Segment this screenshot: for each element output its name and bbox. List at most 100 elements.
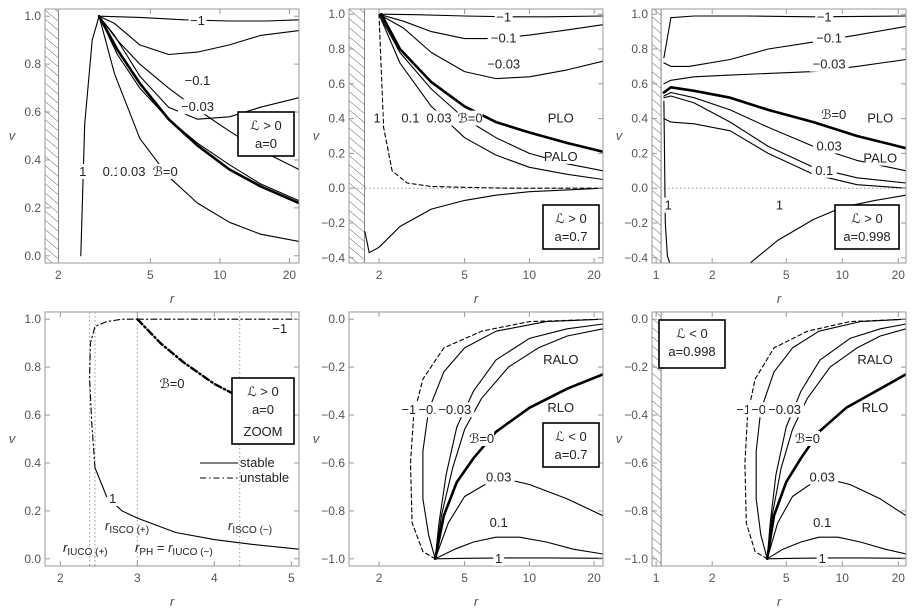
x-tick-label: 20 [283,268,297,282]
x-tick-label: 1 [653,571,660,585]
series-line-2 [755,318,906,560]
x-tick-label: 20 [587,268,601,282]
annotation-bg [859,351,892,367]
annotation-bg [544,148,577,164]
panel-6: −1.0 −0.8 −0.6 −0.4 −0.2 0.0 1 2 5 10 20 r v RALO RLO −… [616,311,907,609]
x-tick-label: 5 [461,268,468,282]
y-tick-label: 0.8 [328,42,345,56]
annotation-bg [457,110,483,126]
legend-box-line2: a=0.7 [555,229,588,244]
curve-label: 0.1 [813,515,831,530]
y-tick-label: 0.0 [328,312,345,326]
y-tick-label: 0.2 [328,146,345,160]
legend-box-line1: ℒ > 0 [555,211,586,226]
r-subscript: IUCO (+) [67,547,107,558]
curve-label: 0.03 [426,111,451,126]
curve-label: ℬ=0 [458,111,483,126]
curve-label: 1 [819,551,826,566]
y-tick-label: −1.0 [321,552,345,566]
y-tick-label: −0.6 [624,456,648,470]
curve-label: −0.1 [816,31,842,46]
y-tick-label: 0.6 [631,77,648,91]
curve-label: 1 [776,198,783,213]
legend-box-line1: ℒ > 0 [250,118,281,133]
y-tick-label: 0.0 [328,181,345,195]
curve-label: 1 [665,198,672,213]
r-subscript: ISCO (+) [109,525,149,536]
series-line-3 [766,323,906,560]
x-axis-label: r [170,594,175,609]
r-subscript: ISCO (−) [232,525,272,536]
y-tick-label: −0.4 [321,251,345,265]
annotation-bg [662,197,674,213]
annotation-bg [181,72,214,88]
x-tick-label: 2 [709,571,716,585]
r-symbol: r [168,540,173,555]
annotation-bg [806,469,839,485]
legend-box-line2: a=0.998 [668,344,715,359]
label-r-ph: rPH = rIUCO (−) [135,540,213,558]
series-line-6 [662,86,906,150]
curve-label: 0.1 [815,163,833,178]
annotation-bg [862,399,888,415]
legend-box-line2: a=0 [252,402,274,417]
y-tick-label: −0.8 [624,504,648,518]
x-tick-label: 5 [288,571,295,585]
curve-label: 0.03 [816,138,841,153]
annotation-bg [821,107,847,123]
plot-frame [44,311,300,567]
annotation-bg [469,431,495,446]
series-line-5 [663,58,906,85]
series-group [662,15,906,263]
series-line-7 [663,91,906,172]
annotation-bg [177,99,217,115]
curve-label: −0.03 [438,402,471,417]
legend-box [542,422,600,468]
curve-label: 0.1 [103,164,121,179]
annotation-bg [867,110,893,126]
series-line-4 [136,318,239,398]
series-group [744,318,906,561]
curve-label: ℬ=0 [159,376,184,391]
legend-box [231,377,295,445]
x-tick-label: 4 [211,571,218,585]
series-line-8 [766,557,906,560]
series-line-9 [663,118,906,189]
series-line-4 [97,14,299,205]
annotation-bg [813,138,846,154]
r-symbol: r [228,518,233,533]
x-tick-label: 2 [376,268,383,282]
y-tick-label: 0.6 [24,408,41,422]
x-tick-label: 3 [134,571,141,585]
series-line-1 [744,318,906,560]
curve-label: 1 [495,551,502,566]
r-symbol: r [105,518,110,533]
curve-label: 0.1 [401,111,419,126]
y-tick-label: 1.0 [24,9,41,23]
x-tick-label: 2 [57,571,64,585]
x-tick-label: 2 [709,268,716,282]
r-symbol: r [63,540,68,555]
x-tick-label: 2 [376,571,383,585]
y-tick-label: 0.4 [328,112,345,126]
annotation-bg [77,163,89,179]
curve-label: ℬ=0 [821,107,846,122]
legend-box-line1: ℒ > 0 [851,211,882,226]
legend-stable-label: stable [240,455,275,470]
y-tick-label: −0.2 [321,216,345,230]
annotation-bg [397,110,423,126]
x-tick-label: 5 [147,268,154,282]
x-tick-label: 20 [587,571,601,585]
y-tick-label: 0.0 [631,181,648,195]
x-tick-label: 10 [836,571,850,585]
legend-box [237,111,295,157]
annotation-bg [482,469,515,485]
y-tick-label: 0.4 [24,456,41,470]
y-tick-label: −0.2 [321,360,345,374]
legend-box-line3: ZOOM [244,424,283,439]
annotation-bg [864,150,897,166]
x-axis-label: r [777,594,782,609]
annotation-bg [487,30,520,46]
label-r-isco-minus: rISCO (−) [228,518,272,536]
x-tick-label: 5 [783,571,790,585]
